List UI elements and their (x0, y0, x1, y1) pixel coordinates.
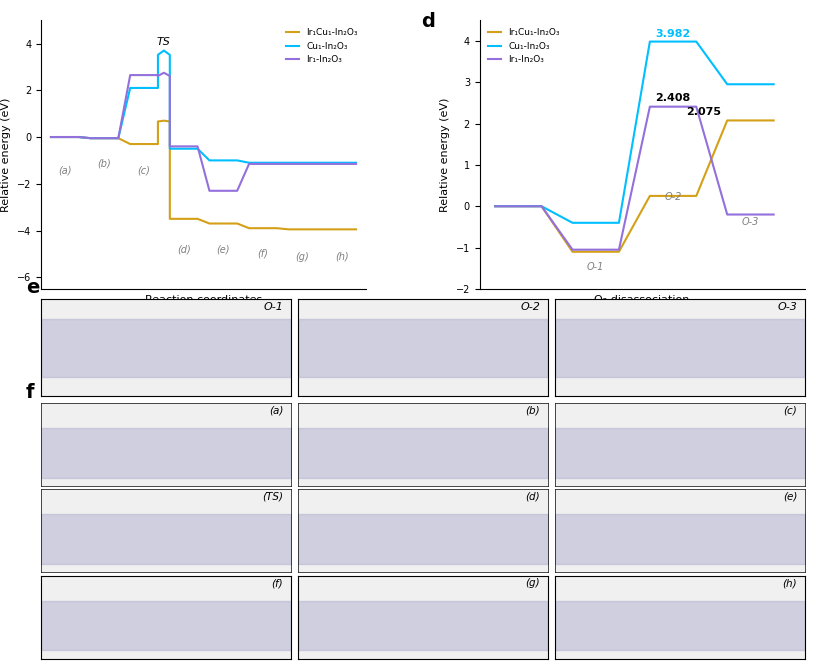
Text: 3.982: 3.982 (655, 29, 690, 39)
Text: (TS): (TS) (262, 492, 283, 502)
Text: (e): (e) (782, 492, 797, 502)
Text: (h): (h) (782, 578, 797, 588)
Text: TS: TS (157, 37, 171, 47)
Text: O-2: O-2 (664, 192, 681, 202)
Legend: Ir₁Cu₁-In₂O₃, Cu₁-In₂O₃, Ir₁-In₂O₃: Ir₁Cu₁-In₂O₃, Cu₁-In₂O₃, Ir₁-In₂O₃ (484, 25, 564, 68)
Text: (f): (f) (272, 578, 283, 588)
Text: O-3: O-3 (741, 217, 759, 227)
Text: (f): (f) (258, 248, 268, 258)
Text: (g): (g) (525, 578, 540, 588)
Text: O-3: O-3 (777, 302, 797, 312)
Y-axis label: Relative energy (eV): Relative energy (eV) (2, 97, 11, 212)
Text: (g): (g) (296, 251, 310, 261)
Text: e: e (26, 278, 39, 297)
Text: 2.408: 2.408 (655, 93, 690, 103)
Y-axis label: Relative energy (eV): Relative energy (eV) (440, 97, 450, 212)
Text: 2.075: 2.075 (686, 108, 722, 118)
Text: (a): (a) (58, 165, 71, 175)
Text: O-1: O-1 (264, 302, 283, 312)
Text: (e): (e) (217, 245, 230, 255)
Text: (d): (d) (525, 492, 540, 502)
Text: (d): (d) (177, 245, 190, 255)
Text: (b): (b) (525, 406, 540, 416)
Text: d: d (421, 12, 435, 31)
Text: O-1: O-1 (587, 262, 604, 272)
Text: (b): (b) (98, 158, 112, 168)
Text: (c): (c) (783, 406, 797, 416)
X-axis label: O₂ disassociation: O₂ disassociation (594, 294, 690, 304)
Legend: Ir₁Cu₁-In₂O₃, Cu₁-In₂O₃, Ir₁-In₂O₃: Ir₁Cu₁-In₂O₃, Cu₁-In₂O₃, Ir₁-In₂O₃ (282, 25, 361, 68)
Text: f: f (26, 382, 34, 402)
Text: (c): (c) (138, 165, 150, 175)
Text: (a): (a) (268, 406, 283, 416)
Text: O-2: O-2 (521, 302, 540, 312)
Text: (h): (h) (335, 251, 349, 261)
X-axis label: Reaction coordinates: Reaction coordinates (144, 294, 262, 304)
